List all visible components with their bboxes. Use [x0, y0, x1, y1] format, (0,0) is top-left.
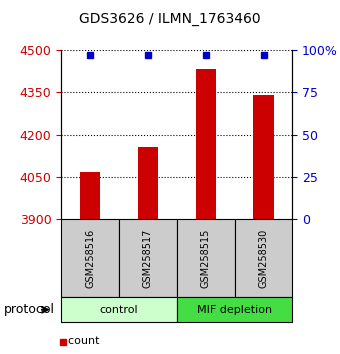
Text: MIF depletion: MIF depletion	[197, 305, 272, 315]
Bar	[138, 147, 158, 219]
Bar	[80, 172, 100, 219]
Text: count: count	[61, 336, 100, 346]
Text: GSM258515: GSM258515	[201, 229, 211, 288]
Text: control: control	[100, 305, 138, 315]
Text: protocol: protocol	[3, 303, 54, 316]
Text: GSM258516: GSM258516	[85, 229, 95, 288]
Bar	[195, 69, 216, 219]
Text: GSM258517: GSM258517	[143, 229, 153, 288]
Text: GDS3626 / ILMN_1763460: GDS3626 / ILMN_1763460	[79, 12, 261, 27]
Bar	[253, 95, 274, 219]
Text: GSM258530: GSM258530	[258, 229, 269, 288]
